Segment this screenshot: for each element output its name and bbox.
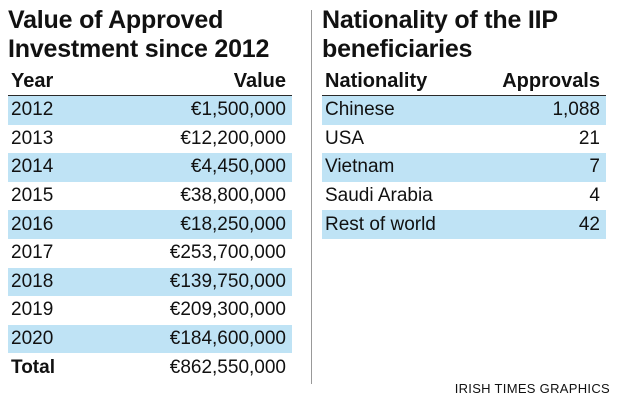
nationality-label: Chinese [325, 99, 395, 121]
nationality-label: USA [325, 127, 365, 149]
nationality-approvals: 1,088 [552, 99, 600, 121]
investment-value: €4,450,000 [190, 156, 286, 178]
nationality-table-panel: Nationality of the IIP beneficiaries Nat… [322, 0, 606, 239]
investment-label: 2018 [11, 270, 54, 292]
nationality-approvals: 21 [578, 127, 600, 149]
investment-table-header: Year Value [8, 68, 292, 96]
nationality-row: Saudi Arabia 4 [322, 182, 606, 211]
investment-label: 2014 [11, 156, 54, 178]
nationality-table-body: Chinese 1,088 USA 21 Vietnam 7 Saudi Arabia 4 Re… [322, 96, 606, 239]
investment-label: 2015 [11, 185, 54, 207]
investment-value: €12,200,000 [180, 127, 286, 149]
investment-row: 2014 €4,450,000 [8, 153, 292, 182]
nationality-approvals: 7 [589, 156, 600, 178]
investment-value: €209,300,000 [169, 299, 286, 321]
investment-total-row: Total €862,550,000 [8, 353, 292, 382]
column-header-value: Value [233, 70, 286, 92]
investment-title-line-1: Value of Approved [8, 6, 224, 34]
investment-row: 2019 €209,300,000 [8, 296, 292, 325]
investment-label: 2019 [11, 299, 54, 321]
investment-table-title: Value of Approved Investment since 2012 [8, 6, 292, 68]
investment-total-label: Total [11, 356, 55, 378]
column-header-year: Year [11, 70, 54, 92]
nationality-approvals: 4 [589, 185, 600, 207]
investment-row: 2016 €18,250,000 [8, 210, 292, 239]
nationality-label: Vietnam [325, 156, 395, 178]
investment-value: €1,500,000 [190, 99, 286, 121]
nationality-row: Vietnam 7 [322, 153, 606, 182]
investment-table-panel: Value of Approved Investment since 2012 … [8, 0, 292, 382]
nationality-approvals: 42 [578, 213, 600, 235]
investment-label: 2012 [11, 99, 54, 121]
investment-value: €18,250,000 [180, 213, 286, 235]
investment-row: 2012 €1,500,000 [8, 96, 292, 125]
investment-value: €139,750,000 [169, 270, 286, 292]
nationality-row: Chinese 1,088 [322, 96, 606, 125]
investment-label: 2013 [11, 127, 54, 149]
investment-title-line-2: Investment since 2012 [8, 35, 270, 63]
investment-value: €184,600,000 [169, 328, 286, 350]
column-header-nationality: Nationality [325, 70, 428, 92]
investment-row: 2020 €184,600,000 [8, 324, 292, 354]
investment-label: 2020 [11, 328, 54, 350]
nationality-table-title: Nationality of the IIP beneficiaries [322, 6, 606, 68]
investment-value: €253,700,000 [169, 242, 286, 264]
graphics-credit: IRISH TIMES GRAPHICS [454, 381, 610, 396]
nationality-table-header: Nationality Approvals [322, 68, 606, 96]
investment-total-value: €862,550,000 [169, 356, 286, 378]
investment-label: 2016 [11, 213, 54, 235]
column-header-approvals: Approvals [502, 70, 600, 92]
investment-row: 2013 €12,200,000 [8, 125, 292, 154]
investment-row: 2018 €139,750,000 [8, 267, 292, 297]
nationality-label: Saudi Arabia [325, 185, 433, 207]
nationality-label: Rest of world [325, 213, 436, 235]
nationality-row: USA 21 [322, 125, 606, 154]
nationality-row: Rest of world 42 [322, 210, 606, 239]
investment-row: 2015 €38,800,000 [8, 182, 292, 211]
panel-divider [311, 10, 312, 384]
nationality-title-line-1: Nationality of the IIP [322, 6, 558, 34]
investment-row: 2017 €253,700,000 [8, 239, 292, 268]
nationality-title-line-2: beneficiaries [322, 35, 473, 63]
investment-label: 2017 [11, 242, 54, 264]
investment-table-body: 2012 €1,500,000 2013 €12,200,000 2014 €4,450,… [8, 96, 292, 382]
investment-value: €38,800,000 [180, 185, 286, 207]
